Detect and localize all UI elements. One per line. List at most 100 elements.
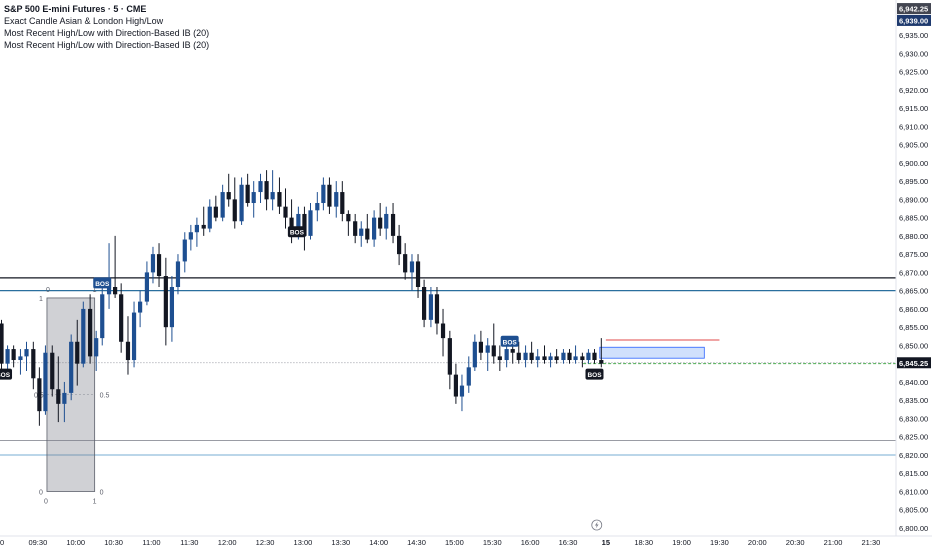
time-tick-15: 16:30: [559, 538, 578, 547]
candle-body-94: [592, 352, 597, 361]
candle-body-50: [315, 203, 320, 211]
price-tick-2: 6,930.00: [899, 49, 928, 58]
price-tick-13: 6,875.00: [899, 250, 928, 259]
bos-badge-0: [0, 368, 13, 380]
time-tick-2: 10:00: [66, 538, 85, 547]
candle-body-22: [138, 301, 143, 313]
candle-body-91: [573, 356, 578, 361]
candle-body-84: [529, 352, 534, 361]
indicator-ib-1[interactable]: Most Recent High/Low with Direction-Base…: [4, 28, 210, 38]
candle-body-13: [81, 308, 86, 364]
candle-body-51: [321, 184, 326, 204]
price-tick-22: 6,825.00: [899, 433, 928, 442]
price-tick-18: 6,850.00: [899, 341, 928, 350]
candle-body-3: [18, 356, 23, 361]
symbol-title[interactable]: S&P 500 E-mini Futures · 5 · CME: [4, 4, 147, 14]
bos-label-3: BOS: [503, 339, 518, 346]
candle-body-25: [156, 254, 162, 277]
ib-label-bottom-right: 0: [100, 489, 104, 496]
price-tick-17: 6,855.00: [899, 323, 928, 332]
indicator-ib-2[interactable]: Most Recent High/Low with Direction-Base…: [4, 40, 210, 50]
candle-body-20: [125, 341, 131, 361]
candle-body-93: [586, 352, 591, 361]
bos-badge-2: [287, 226, 306, 238]
time-tick-4: 11:00: [142, 538, 160, 547]
bos-badge-3: [500, 335, 519, 347]
candle-body-71: [447, 338, 452, 375]
candle-body-34: [213, 206, 218, 218]
time-tick-17: 18:30: [634, 538, 653, 547]
candle-body-73: [459, 385, 465, 397]
candle-body-14: [88, 308, 93, 357]
candle-body-18: [113, 286, 118, 295]
candle-body-63: [397, 235, 402, 255]
price-tick-12: 6,880.00: [899, 232, 928, 241]
chart-legend: S&P 500 E-mini Futures · 5 · CME Exact C…: [4, 3, 209, 51]
candle-body-61: [384, 213, 389, 229]
candle-body-83: [523, 352, 528, 361]
candle-body-74: [466, 367, 471, 386]
candle-body-67: [421, 286, 427, 320]
candle-body-0: [0, 323, 4, 364]
time-tick-23: 21:30: [862, 538, 881, 547]
candle-body-85: [535, 356, 540, 361]
price-badge-0: [897, 3, 931, 15]
time-tick-10: 14:00: [369, 538, 388, 547]
candle-body-23: [144, 272, 150, 302]
time-tick-7: 12:30: [256, 538, 275, 547]
candle-body-68: [428, 294, 434, 320]
candle-body-56: [353, 221, 358, 236]
candle-body-80: [504, 349, 509, 361]
candle-body-8: [50, 352, 55, 390]
candle-body-48: [302, 213, 307, 236]
time-tick-22: 21:00: [824, 538, 843, 547]
price-badge-label-1: 6,939.00: [899, 16, 928, 25]
indicator-asian-london[interactable]: Exact Candle Asian & London High/Low: [4, 16, 164, 26]
candle-body-26: [163, 276, 168, 328]
candle-body-77: [485, 345, 490, 353]
candle-body-17: [106, 286, 112, 295]
candle-body-49: [308, 210, 313, 236]
candle-body-78: [491, 345, 496, 357]
candle-body-62: [390, 213, 396, 236]
candle-body-95: [599, 360, 604, 364]
candle-body-40: [251, 192, 256, 204]
bos-label-0: BOS: [0, 372, 11, 379]
candle-body-32: [201, 224, 206, 229]
candle-body-6: [37, 378, 42, 412]
candle-body-41: [258, 181, 263, 193]
ib-label-x-right: 1: [93, 498, 97, 505]
candle-body-16: [100, 294, 105, 339]
bos-badge-4: [585, 368, 604, 380]
candle-body-31: [194, 224, 200, 233]
ib-label-one-top: 1: [93, 287, 97, 294]
candle-body-45: [283, 206, 288, 218]
candle-body-58: [365, 228, 370, 240]
time-tick-5: 11:30: [180, 538, 198, 547]
time-tick-9: 13:30: [331, 538, 350, 547]
candle-body-44: [277, 192, 282, 207]
candle-body-36: [226, 192, 231, 200]
candle-body-46: [289, 217, 294, 229]
time-tick-20: 20:00: [748, 538, 767, 547]
price-tick-3: 6,925.00: [899, 68, 928, 77]
candle-body-21: [131, 312, 137, 361]
candle-body-9: [56, 389, 61, 404]
candle-body-37: [232, 199, 237, 222]
price-tick-10: 6,890.00: [899, 195, 928, 204]
bos-label-2: BOS: [290, 230, 305, 237]
candle-body-92: [580, 356, 585, 361]
candle-body-11: [69, 341, 74, 393]
price-axis-bg: [896, 0, 932, 550]
candle-body-27: [169, 286, 175, 328]
price-tick-19: 6,840.00: [899, 378, 928, 387]
price-tick-8: 6,900.00: [899, 159, 928, 168]
candle-body-66: [415, 261, 421, 287]
price-tick-21: 6,830.00: [899, 414, 928, 423]
time-tick-6: 12:00: [218, 538, 237, 547]
candle-body-88: [554, 356, 559, 361]
price-badge-2: [897, 357, 931, 369]
bos-label-4: BOS: [587, 372, 602, 379]
